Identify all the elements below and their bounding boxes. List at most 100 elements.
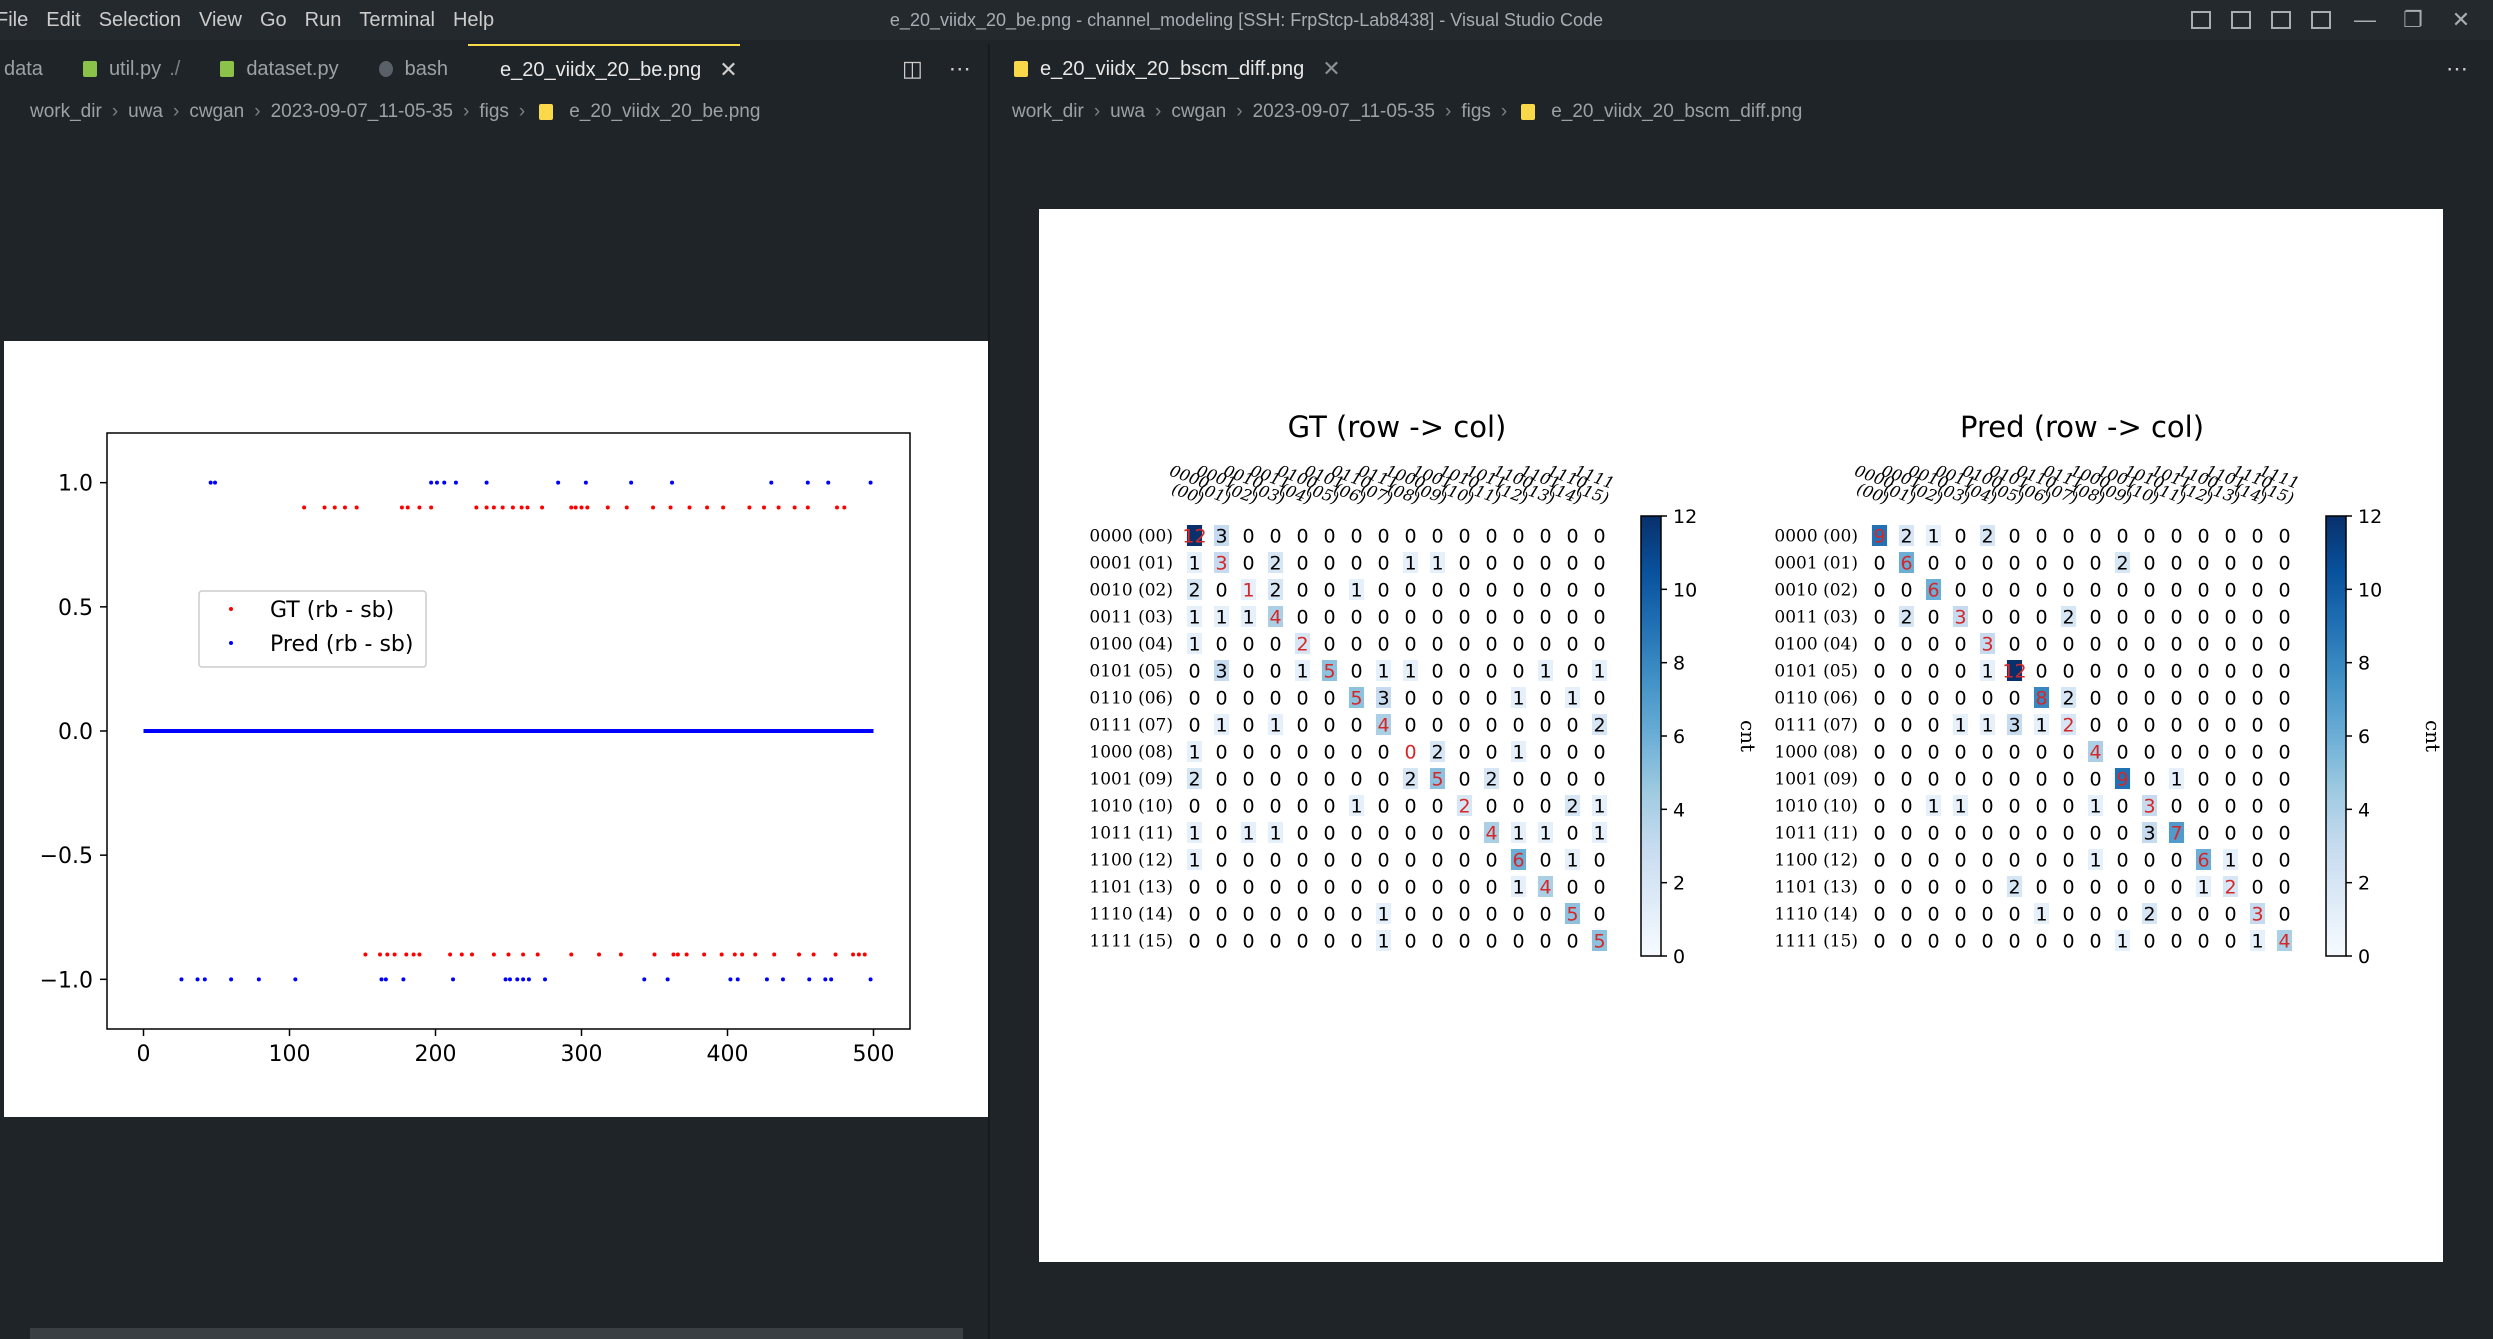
colorbar-label: cnt <box>1736 720 1760 752</box>
menu-item-file[interactable]: File <box>0 8 29 31</box>
cell-value: 0 <box>1900 850 1912 872</box>
gt-point <box>585 505 590 510</box>
menu-item-terminal[interactable]: Terminal <box>359 8 435 31</box>
heatmap-cell <box>1375 930 1392 951</box>
tab-util-py[interactable]: util.py ./ <box>63 44 200 94</box>
tab-e-20-viidx-20-be-png[interactable]: e_20_viidx_20_be.png ✕ <box>467 44 740 94</box>
pred-point <box>764 977 769 982</box>
breadcrumb-item[interactable]: e_20_viidx_20_be.png <box>569 101 761 122</box>
tab-dataset-py[interactable]: dataset.py <box>200 44 358 94</box>
cell-value: 0 <box>1431 526 1443 548</box>
cell-value: 0 <box>1188 715 1200 737</box>
cell-value: 4 <box>2278 931 2290 953</box>
heatmap: GT (row -> col)0000(00)0001(01)0010(02)0… <box>1089 410 1760 968</box>
pred-point <box>401 977 406 982</box>
heatmap-cell <box>1537 660 1554 681</box>
cell-value: 0 <box>2170 526 2182 548</box>
gt-point <box>510 505 515 510</box>
cell-value: 1 <box>1215 607 1227 629</box>
more-actions-icon[interactable]: ⋯ <box>948 56 971 81</box>
cell-value: 0 <box>1873 661 1885 683</box>
colorbar-tick-label: 12 <box>2358 506 2382 528</box>
close-icon[interactable]: ✕ <box>1322 56 1341 81</box>
cell-value: 0 <box>1242 526 1254 548</box>
cell-value: 0 <box>1593 877 1605 899</box>
close-icon[interactable]: ✕ <box>719 57 738 82</box>
split-editor-icon[interactable]: ◫ <box>902 56 923 81</box>
cell-value: 0 <box>2116 634 2128 656</box>
cell-value: 0 <box>1269 931 1281 953</box>
cell-value: 0 <box>2143 742 2155 764</box>
gt-point <box>392 952 397 957</box>
more-actions-icon[interactable]: ⋯ <box>2446 56 2468 81</box>
cell-value: 1 <box>1404 661 1416 683</box>
horizontal-scrollbar[interactable] <box>30 1328 963 1339</box>
toggle-panel-icon[interactable] <box>2231 11 2251 29</box>
cell-value: 0 <box>2251 850 2263 872</box>
cell-value: 0 <box>1873 850 1885 872</box>
cell-value: 0 <box>1566 877 1578 899</box>
breadcrumb-item[interactable]: e_20_viidx_20_bscm_diff.png <box>1551 101 1803 122</box>
cell-value: 0 <box>2062 877 2074 899</box>
menu-item-selection[interactable]: Selection <box>98 8 181 31</box>
x-tick-label: 500 <box>853 1042 895 1067</box>
menu-item-edit[interactable]: Edit <box>46 8 81 31</box>
cell-value: 0 <box>1981 931 1993 953</box>
legend-gt-label: GT (rb - sb) <box>270 598 394 623</box>
tab-data[interactable]: data <box>0 44 63 94</box>
cell-value: 0 <box>1900 931 1912 953</box>
menu-item-run[interactable]: Run <box>304 8 342 31</box>
cell-value: 1 <box>1242 607 1254 629</box>
cell-value: 0 <box>1458 661 1470 683</box>
cell-value: 0 <box>2035 931 2047 953</box>
tab-e-20-viidx-20-bscm-diff-png[interactable]: e_20_viidx_20_bscm_diff.png ✕ <box>994 44 1361 94</box>
cell-value: 0 <box>1323 769 1335 791</box>
tab-label: dataset.py <box>246 57 339 80</box>
pred-point <box>829 977 834 982</box>
heatmap-cell <box>1348 579 1365 600</box>
cell-value: 3 <box>1954 607 1966 629</box>
cell-value: 0 <box>2008 580 2020 602</box>
breadcrumb-item[interactable]: work_dir <box>1012 101 1084 122</box>
cell-value: 0 <box>1458 742 1470 764</box>
close-window-icon[interactable]: ✕ <box>2451 7 2471 32</box>
breadcrumb-item[interactable]: figs <box>479 101 509 122</box>
breadcrumb-item[interactable]: work_dir <box>30 101 102 122</box>
gt-point <box>491 505 496 510</box>
cell-value: 0 <box>1188 877 1200 899</box>
cell-value: 0 <box>1512 526 1524 548</box>
breadcrumb-item[interactable]: uwa <box>1110 101 1145 122</box>
cell-value: 0 <box>2224 742 2236 764</box>
menu-item-go[interactable]: Go <box>259 8 287 31</box>
cell-value: 1 <box>1512 823 1524 845</box>
breadcrumb-item[interactable]: 2023-09-07_11-05-35 <box>1252 101 1435 122</box>
tab-bash[interactable]: bash <box>359 44 468 94</box>
breadcrumb-item[interactable]: uwa <box>128 101 163 122</box>
restore-icon[interactable]: ❐ <box>2403 7 2423 32</box>
heatmap-cell <box>1591 660 1608 681</box>
cell-value: 0 <box>1981 580 1993 602</box>
menu-item-help[interactable]: Help <box>452 8 495 31</box>
breadcrumb-item[interactable]: figs <box>1461 101 1491 122</box>
heatmap-cell <box>1375 714 1392 735</box>
customize-layout-icon[interactable] <box>2311 11 2331 29</box>
cell-value: 0 <box>2008 796 2020 818</box>
breadcrumb-item[interactable]: cwgan <box>1171 101 1227 122</box>
heatmap-cell <box>1979 525 1996 546</box>
heatmap-cell <box>1591 714 1608 735</box>
editor-group-divider[interactable] <box>988 44 990 1339</box>
cell-value: 1 <box>2035 715 2047 737</box>
cell-value: 0 <box>1269 904 1281 926</box>
image-icon <box>1014 61 1028 77</box>
toggle-secondary-sidebar-icon[interactable] <box>2271 11 2291 29</box>
menu-item-view[interactable]: View <box>198 8 242 31</box>
cell-value: 0 <box>1269 742 1281 764</box>
cell-value: 0 <box>2089 823 2101 845</box>
breadcrumb-item[interactable]: cwgan <box>189 101 245 122</box>
breadcrumb-item[interactable]: 2023-09-07_11-05-35 <box>270 101 453 122</box>
heatmap-cell <box>2033 903 2050 924</box>
cell-value: 6 <box>2197 850 2209 872</box>
toggle-sidebar-icon[interactable] <box>2191 11 2211 29</box>
minimize-icon[interactable]: — <box>2354 7 2376 32</box>
cell-value: 0 <box>2008 526 2020 548</box>
